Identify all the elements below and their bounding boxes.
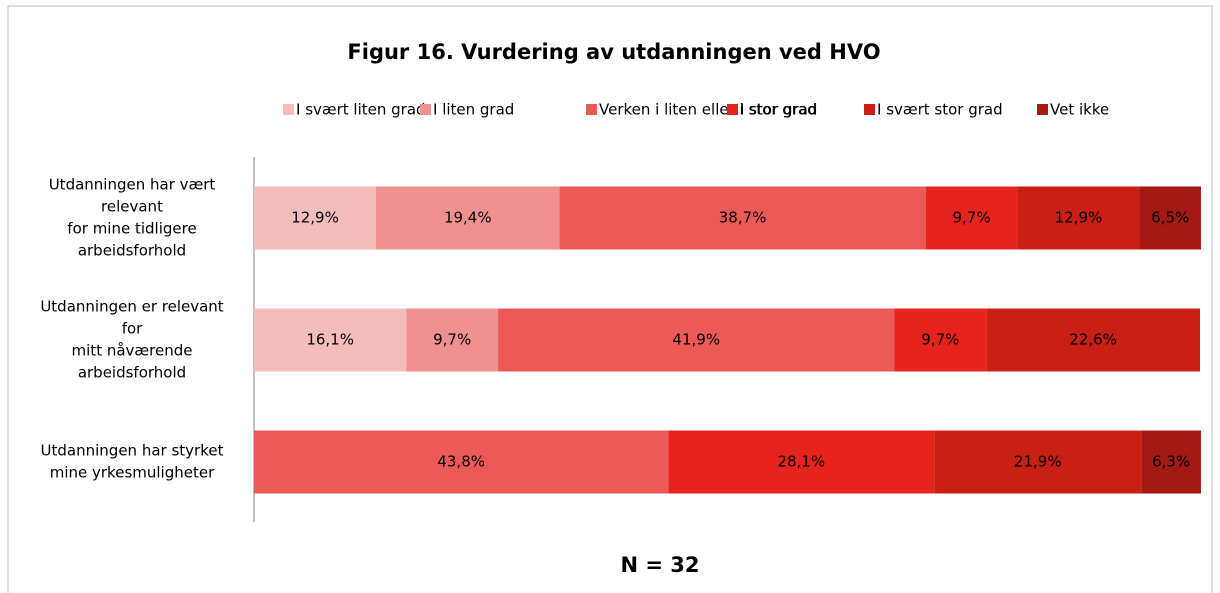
data-label: 41,9% — [672, 331, 720, 349]
data-label: 12,9% — [291, 209, 339, 227]
data-label: 9,7% — [433, 331, 471, 349]
legend-swatch — [1037, 104, 1048, 115]
data-label: 12,9% — [1055, 209, 1103, 227]
bar-segment — [254, 186, 377, 250]
y-tick-label: Utdanningen har vært — [49, 176, 216, 194]
bar-segment — [934, 430, 1142, 494]
bar-segment — [376, 186, 560, 250]
data-label: 43,8% — [437, 453, 485, 471]
y-tick-label: mitt nåværende — [72, 342, 193, 360]
y-tick-label: for mine tidligere — [67, 220, 196, 238]
y-tick-label: mine yrkesmuligheter — [50, 464, 215, 482]
legend-label: I svært liten grad — [296, 101, 426, 119]
data-label: 38,7% — [719, 209, 767, 227]
bar-segment — [1017, 186, 1140, 250]
bar-segment — [498, 308, 895, 372]
legend-label: I liten grad — [433, 101, 514, 119]
data-label: 6,5% — [1151, 209, 1189, 227]
bar-segment — [1139, 186, 1201, 250]
legend-swatch — [727, 104, 738, 115]
chart-frame — [7, 5, 1213, 593]
data-label: 19,4% — [444, 209, 492, 227]
y-tick-label: Utdanningen har styrket — [41, 442, 224, 460]
legend-label: Verken i liten eller i stor grad — [599, 101, 817, 119]
data-label: 9,7% — [921, 331, 959, 349]
legend-swatch — [420, 104, 431, 115]
bar-segment — [986, 308, 1200, 372]
bar-segment — [1141, 430, 1201, 494]
bar-segment — [559, 186, 926, 250]
bar-segment — [254, 430, 669, 494]
data-label: 16,1% — [306, 331, 354, 349]
y-tick-label: Utdanningen er relevant — [40, 298, 223, 316]
y-tick-label: arbeidsforhold — [78, 364, 186, 382]
bar-segment — [925, 186, 1018, 250]
y-tick-label: arbeidsforhold — [78, 242, 186, 260]
data-label: 9,7% — [952, 209, 990, 227]
data-label: 6,3% — [1152, 453, 1190, 471]
note: N = 32 — [620, 553, 699, 577]
legend-label: I stor grad — [740, 101, 817, 119]
legend-swatch — [586, 104, 597, 115]
legend-swatch — [864, 104, 875, 115]
data-label: 28,1% — [777, 453, 825, 471]
bar-segment — [894, 308, 987, 372]
legend-label: I svært stor grad — [877, 101, 1003, 119]
chart-title: Figur 16. Vurdering av utdanningen ved H… — [347, 40, 880, 64]
bar-segment — [406, 308, 499, 372]
y-tick-label: relevant — [101, 198, 163, 216]
legend-label: Vet ikke — [1050, 101, 1109, 119]
data-label: 22,6% — [1069, 331, 1117, 349]
data-label: 21,9% — [1014, 453, 1062, 471]
y-tick-label: for — [122, 320, 143, 338]
legend-swatch — [283, 104, 294, 115]
bar-segment — [254, 308, 407, 372]
bar-segment — [668, 430, 935, 494]
